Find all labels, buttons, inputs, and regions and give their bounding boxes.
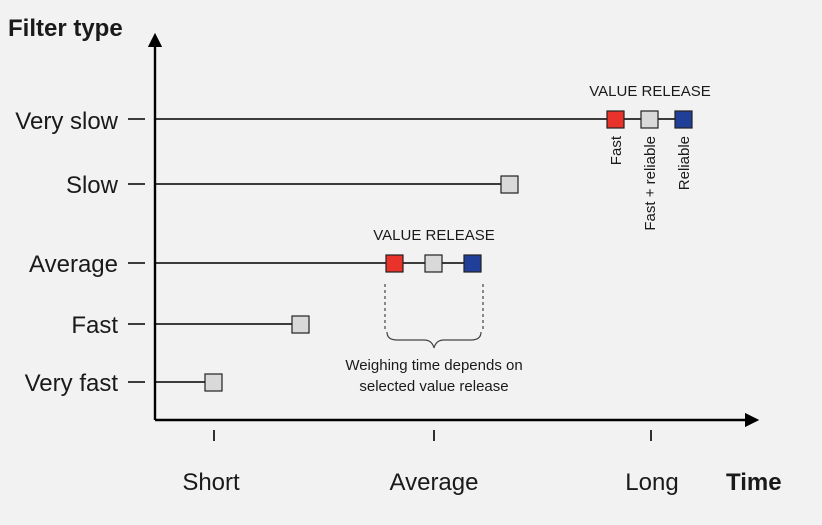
weighing-brace xyxy=(386,331,482,349)
x-axis-title: Time xyxy=(726,469,782,496)
filter-type-label-average: Average xyxy=(29,251,118,278)
release-label-fast: Fast xyxy=(608,135,625,165)
release-label-reliable: Reliable xyxy=(676,136,693,190)
filter-type-label-slow: Slow xyxy=(66,172,119,199)
release-box-fast-reliable-average xyxy=(424,254,443,273)
y-axis-title: Filter type xyxy=(8,15,123,42)
note-line-1: Weighing time depends on xyxy=(345,357,522,374)
very-fast-box xyxy=(204,373,223,392)
value-release-title-average: VALUE RELEASE xyxy=(373,227,494,244)
time-label-long: Long xyxy=(625,469,678,496)
release-box-fast-reliable-top xyxy=(640,110,659,129)
slow-box xyxy=(500,175,519,194)
release-box-fast-top xyxy=(606,110,625,129)
release-box-fast-average xyxy=(385,254,404,273)
filter-type-label-very-slow: Very slow xyxy=(15,108,118,135)
filter-type-label-fast: Fast xyxy=(71,312,118,339)
release-box-reliable-top xyxy=(674,110,693,129)
value-release-title-top: VALUE RELEASE xyxy=(589,83,710,100)
release-label-fast-reliable: Fast + reliable xyxy=(642,136,659,231)
time-label-average: Average xyxy=(390,469,479,496)
filter-type-label-very-fast: Very fast xyxy=(25,370,119,397)
time-label-short: Short xyxy=(182,469,240,496)
release-box-reliable-average xyxy=(463,254,482,273)
fast-box xyxy=(291,315,310,334)
note-line-2: selected value release xyxy=(359,378,508,395)
